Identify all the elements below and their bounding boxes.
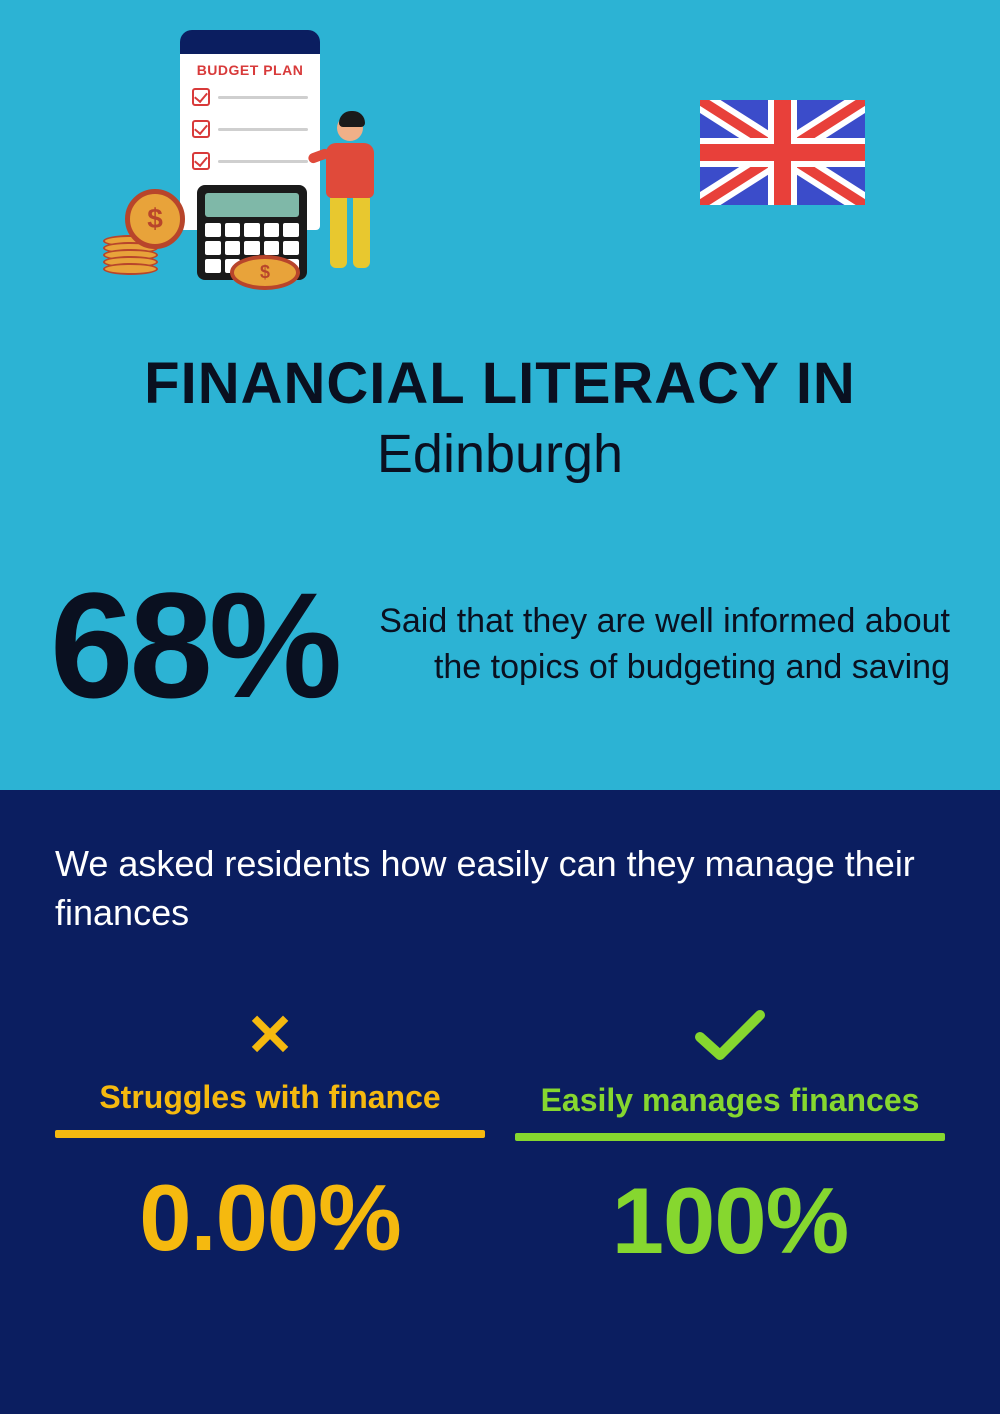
uk-flag-icon bbox=[700, 100, 865, 205]
manages-divider bbox=[515, 1133, 945, 1141]
page-subtitle: Edinburgh bbox=[0, 423, 1000, 485]
survey-question: We asked residents how easily can they m… bbox=[55, 840, 945, 937]
manages-label: Easily manages finances bbox=[515, 1082, 945, 1119]
check-icon bbox=[515, 1007, 945, 1068]
struggles-label: Struggles with finance bbox=[55, 1079, 485, 1116]
person-icon bbox=[315, 115, 385, 285]
bottom-section: We asked residents how easily can they m… bbox=[0, 790, 1000, 1414]
coins-icon: $ bbox=[95, 195, 185, 285]
headline-percent: 68% bbox=[50, 570, 338, 720]
coin-icon: $ bbox=[230, 255, 300, 290]
struggles-column: ✕ Struggles with finance 0.00% bbox=[55, 1007, 485, 1275]
budget-illustration: BUDGET PLAN $ $ bbox=[90, 20, 410, 310]
headline-description: Said that they are well informed about t… bbox=[368, 599, 950, 691]
top-section: BUDGET PLAN $ $ bbox=[0, 0, 1000, 790]
cross-icon: ✕ bbox=[55, 1007, 485, 1065]
manages-value: 100% bbox=[515, 1167, 945, 1275]
struggles-divider bbox=[55, 1130, 485, 1138]
struggles-value: 0.00% bbox=[55, 1164, 485, 1272]
manages-column: Easily manages finances 100% bbox=[515, 1007, 945, 1275]
page-title: FINANCIAL LITERACY IN bbox=[0, 350, 1000, 417]
headline-stat: 68% Said that they are well informed abo… bbox=[50, 570, 950, 720]
title-block: FINANCIAL LITERACY IN Edinburgh bbox=[0, 350, 1000, 485]
clipboard-title: BUDGET PLAN bbox=[180, 62, 320, 78]
comparison-row: ✕ Struggles with finance 0.00% Easily ma… bbox=[55, 1007, 945, 1275]
